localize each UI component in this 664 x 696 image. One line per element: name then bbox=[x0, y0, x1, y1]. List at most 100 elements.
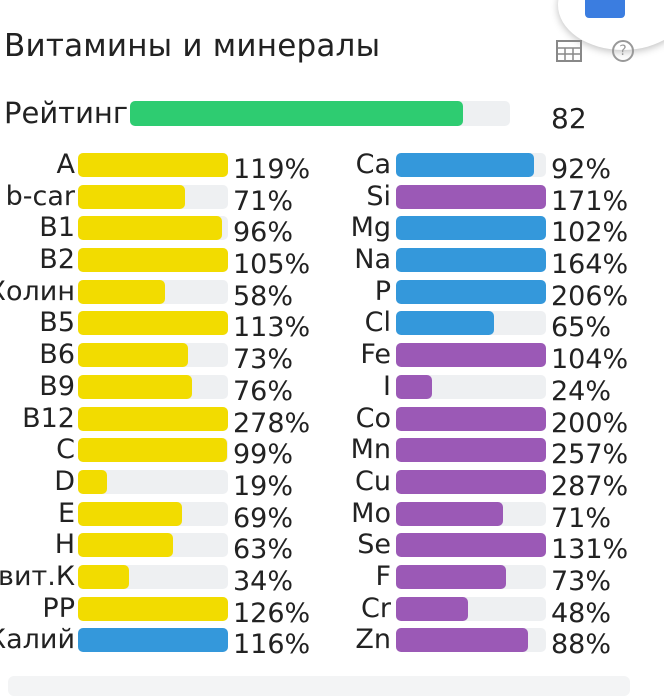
nutrient-label: Калий bbox=[0, 624, 75, 655]
nutrient-label: Na bbox=[300, 244, 391, 275]
nutrient-bar bbox=[78, 469, 228, 494]
nutrient-bar-fill bbox=[396, 438, 546, 463]
nutrient-percent: 19% bbox=[233, 470, 294, 502]
nutrient-label: Co bbox=[300, 403, 391, 434]
nutrient-label-text: I bbox=[383, 370, 391, 402]
nutrient-percent: 113% bbox=[233, 312, 311, 344]
nutrient-label: Si bbox=[300, 181, 391, 212]
nutrient-bar bbox=[78, 438, 228, 463]
nutrient-percent: 73% bbox=[551, 565, 612, 597]
nutrient-label-text: E bbox=[57, 497, 75, 529]
nutrient-label: Fe bbox=[300, 339, 391, 370]
nutrient-label-text: Na bbox=[354, 244, 391, 276]
nutrient-bar bbox=[78, 216, 228, 241]
nutrient-label-text: Zn bbox=[355, 624, 391, 656]
nutrient-label-text: Co bbox=[355, 402, 391, 434]
nutrient-bar bbox=[396, 184, 546, 209]
nutrient-percent: 119% bbox=[233, 154, 311, 185]
nutrient-label: вит.К bbox=[0, 561, 75, 592]
nutrient-bar-fill bbox=[396, 374, 432, 399]
nutrient-percent: 34% bbox=[233, 565, 294, 597]
nutrient-label-text: H bbox=[54, 529, 75, 561]
rating-label: Рейтинг bbox=[4, 96, 129, 130]
nutrient-label: I bbox=[300, 371, 391, 402]
nutrient-label: C bbox=[0, 434, 75, 465]
nutrient-percent: 71% bbox=[551, 502, 612, 534]
nutrient-percent: 24% bbox=[551, 375, 612, 407]
nutrient-label-text: B12 bbox=[22, 402, 75, 434]
nutrient-percent: 105% bbox=[233, 249, 311, 281]
nutrient-bar-fill bbox=[78, 343, 188, 368]
nutrient-label: F bbox=[300, 561, 391, 592]
nutrient-label-text: Fe bbox=[360, 339, 391, 371]
nutrient-bar-fill bbox=[396, 469, 546, 494]
nutrient-bar bbox=[396, 533, 546, 558]
nutrient-percent: 116% bbox=[233, 629, 311, 661]
rating-bar bbox=[130, 101, 510, 126]
nutrient-bar bbox=[396, 469, 546, 494]
nutrient-label-text: b-car bbox=[5, 180, 75, 212]
nutrient-label-text: B6 bbox=[39, 339, 75, 371]
nutrient-bar-fill bbox=[78, 438, 227, 463]
nutrient-bar bbox=[78, 374, 228, 399]
nutrient-bar bbox=[396, 628, 546, 653]
nutrient-bar-fill bbox=[78, 184, 185, 209]
nutrient-percent: 287% bbox=[551, 470, 629, 502]
nutrient-bar bbox=[78, 153, 228, 177]
nutrient-label-text: B2 bbox=[39, 244, 75, 276]
nutrient-bar bbox=[78, 406, 228, 431]
nutrient-label-text: Холин bbox=[0, 275, 75, 307]
nutrient-label-text: Si bbox=[366, 180, 391, 212]
nutrient-label: Cl bbox=[300, 307, 391, 338]
nutrient-bar-fill bbox=[78, 596, 228, 621]
nutrient-bar bbox=[78, 501, 228, 526]
nutrient-percent: 92% bbox=[551, 154, 612, 185]
nutrient-bar bbox=[78, 343, 228, 368]
nutrient-label-text: PP bbox=[42, 592, 75, 624]
nutrient-bar-fill bbox=[396, 248, 546, 273]
nutrient-percent: 69% bbox=[233, 502, 294, 534]
nutrient-label: Mo bbox=[300, 498, 391, 529]
nutrient-bar-fill bbox=[78, 501, 182, 526]
next-card bbox=[8, 676, 630, 696]
help-icon[interactable]: ? bbox=[612, 40, 634, 62]
nutrient-label: Cr bbox=[300, 593, 391, 624]
nutrient-percent: 200% bbox=[551, 407, 629, 439]
nutrient-bar bbox=[78, 311, 228, 336]
nutrient-percent: 126% bbox=[233, 597, 311, 629]
nutrient-label-text: C bbox=[56, 434, 75, 466]
nutrient-label-text: Cl bbox=[364, 307, 391, 339]
nutrient-label: A bbox=[0, 149, 75, 180]
nutrient-label: Mn bbox=[300, 434, 391, 465]
table-icon[interactable] bbox=[556, 40, 582, 62]
nutrient-label-text: Ca bbox=[355, 149, 391, 180]
nutrient-label: H bbox=[0, 529, 75, 560]
nutrient-label: Mg bbox=[300, 212, 391, 243]
nutrient-label-text: P bbox=[374, 275, 391, 307]
nutrient-percent: 206% bbox=[551, 280, 629, 312]
nutrient-label: E bbox=[0, 498, 75, 529]
nutrient-percent: 104% bbox=[551, 344, 629, 376]
nutrient-label-text: B9 bbox=[39, 370, 75, 402]
chat-icon[interactable] bbox=[585, 0, 625, 18]
nutrient-bar-fill bbox=[78, 153, 228, 177]
nutrient-bar bbox=[78, 533, 228, 558]
nutrient-bar-fill bbox=[396, 564, 506, 589]
nutrient-label-text: вит.К bbox=[0, 560, 75, 592]
nutrient-label-text: F bbox=[375, 560, 391, 592]
nutrient-bar-fill bbox=[396, 311, 494, 336]
nutrient-label: PP bbox=[0, 593, 75, 624]
nutrient-label-text: Se bbox=[357, 529, 391, 561]
nutrient-label: B2 bbox=[0, 244, 75, 275]
nutrient-percent: 102% bbox=[551, 217, 629, 249]
nutrient-label-text: B5 bbox=[39, 307, 75, 339]
nutrient-percent: 71% bbox=[233, 185, 294, 217]
nutrient-label-text: B1 bbox=[39, 212, 75, 244]
nutrient-bar bbox=[396, 343, 546, 368]
nutrient-label-text: A bbox=[56, 149, 75, 180]
nutrient-label-text: Mo bbox=[351, 497, 391, 529]
nutrient-label: Cu bbox=[300, 466, 391, 497]
nutrient-bar bbox=[396, 501, 546, 526]
nutrient-bar-fill bbox=[396, 153, 534, 177]
nutrient-percent: 58% bbox=[233, 280, 294, 312]
